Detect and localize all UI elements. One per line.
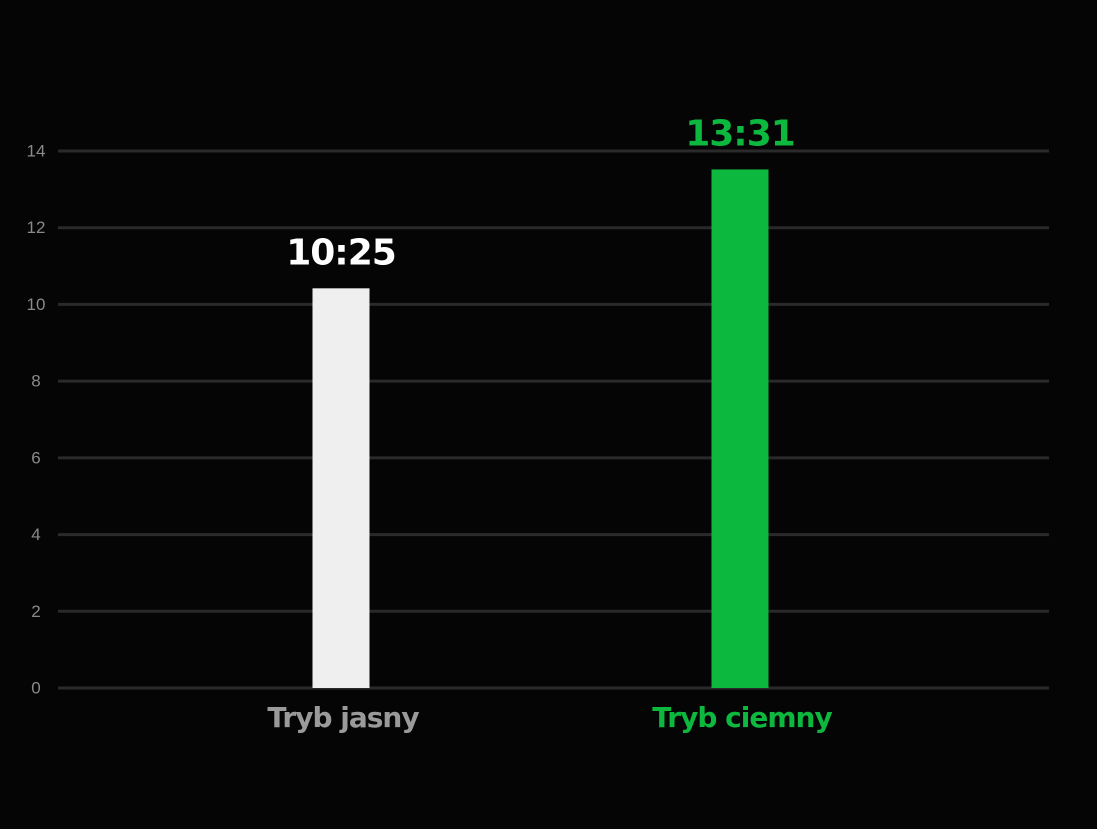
x-tick-label: Tryb ciemny — [652, 701, 832, 734]
x-tick-label: Tryb jasny — [267, 701, 419, 734]
y-tick-label: 6 — [31, 448, 40, 467]
bar — [711, 169, 769, 688]
value-label: 13:31 — [685, 113, 795, 154]
y-tick-label: 8 — [31, 372, 40, 391]
y-tick-label: 14 — [27, 141, 46, 160]
y-tick-label: 0 — [31, 678, 40, 697]
y-tick-label: 10 — [27, 295, 46, 314]
y-tick-label: 4 — [31, 525, 40, 544]
bar — [312, 288, 370, 688]
y-tick-label: 2 — [31, 602, 40, 621]
y-tick-label: 12 — [27, 218, 46, 237]
value-label: 10:25 — [286, 232, 396, 273]
